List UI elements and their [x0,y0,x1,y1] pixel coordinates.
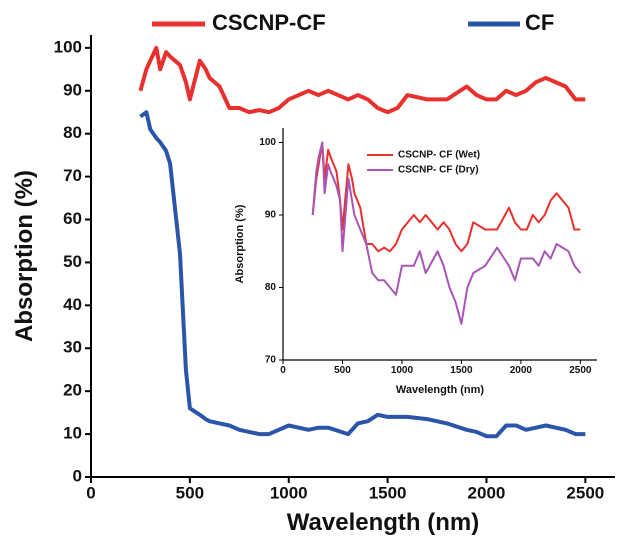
series-line [139,110,586,439]
x-tick-label: 2000 [510,365,533,376]
y-tick-label: 70 [265,355,277,366]
x-tick-label: 0 [280,365,286,376]
x-tick-label: 1500 [450,365,473,376]
x-tick-label: 1500 [369,483,407,502]
x-axis-label: Wavelength (nm) [287,509,479,536]
x-tick-label: 500 [334,365,351,376]
y-axis-label: Absorption (%) [11,170,38,342]
y-tick-label: 70 [63,166,82,185]
y-tick-label: 40 [63,295,82,314]
y-tick-label: 80 [63,123,82,142]
series-line [311,141,581,253]
y-tick-label: 80 [265,282,277,293]
legend-label: CF [525,10,554,35]
y-tick-label: 90 [265,210,277,221]
y-tick-label: 20 [63,381,82,400]
y-tick-label: 30 [63,338,82,357]
x-tick-label: 2500 [569,365,592,376]
series-line [311,141,582,325]
x-tick-label: 500 [176,483,204,502]
legend-label: CSCNP- CF (Dry) [398,165,479,176]
series-line [138,45,586,115]
legend-label: CSCNP-CF [212,10,326,35]
y-tick-label: 50 [63,252,82,271]
x-axis-label: Wavelength (nm) [396,384,485,396]
inset-background [283,128,597,360]
y-tick-label: 0 [73,466,82,485]
y-tick-label: 90 [63,80,82,99]
x-tick-label: 1000 [270,483,308,502]
y-tick-label: 10 [63,424,82,443]
x-tick-label: 2000 [468,483,506,502]
y-tick-label: 60 [63,209,82,228]
x-tick-label: 2500 [566,483,604,502]
y-tick-label: 100 [54,37,82,56]
y-axis-label: Absorption (%) [234,204,246,283]
legend-label: CSCNP- CF (Wet) [398,150,480,161]
y-tick-label: 100 [259,137,276,148]
x-tick-label: 0 [86,483,95,502]
x-tick-label: 1000 [391,365,414,376]
